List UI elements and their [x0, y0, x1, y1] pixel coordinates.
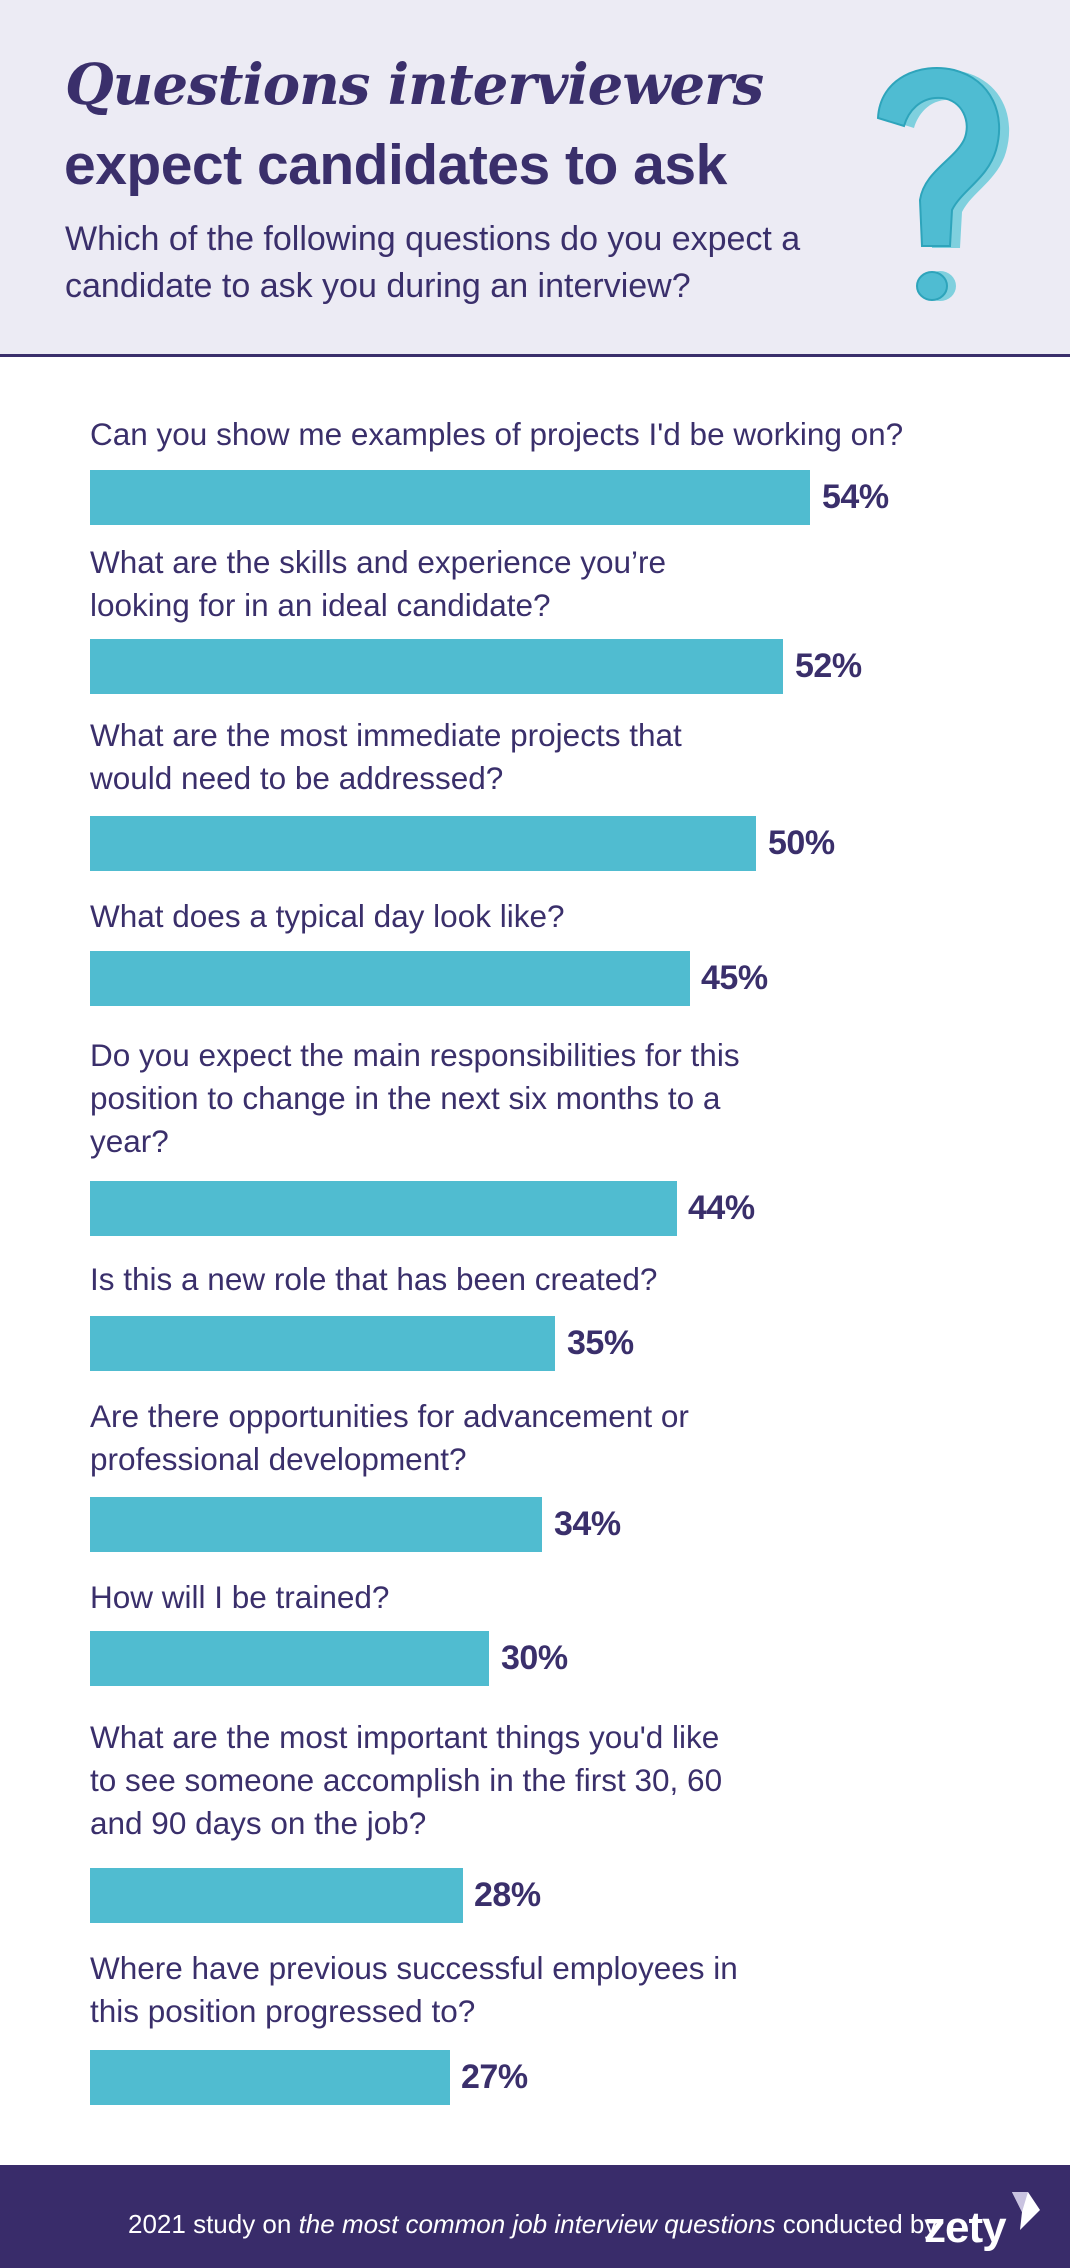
bar: [90, 1497, 542, 1552]
percent-label: 44%: [688, 1189, 755, 1227]
question-label: Is this a new role that has been created…: [90, 1261, 658, 1297]
bar: [90, 1316, 555, 1371]
question-label: Are there opportunities for advancement …: [90, 1398, 689, 1477]
bar: [90, 2050, 450, 2105]
footer-text-end: conducted by: [775, 2209, 938, 2239]
question-label: What are the most important things you'd…: [90, 1719, 723, 1841]
footer-source-text: 2021 study on the most common job interv…: [128, 2209, 937, 2240]
title-line-1: Questions interviewers: [65, 52, 764, 118]
question-label: What does a typical day look like?: [90, 898, 565, 934]
percent-label: 35%: [567, 1324, 634, 1362]
question-mark-icon: [876, 67, 1010, 301]
bar: [90, 816, 756, 871]
question-label: Where have previous successful employees…: [90, 1950, 738, 2029]
footer-text-italic: the most common job interview questions: [298, 2209, 776, 2239]
footer: [0, 2165, 1070, 2268]
logo-arrow-icon: [1011, 2192, 1040, 2230]
header: [0, 0, 1070, 355]
bar: [90, 470, 810, 525]
bar: [90, 1631, 489, 1686]
percent-label: 50%: [768, 824, 835, 862]
logo-wordmark: zety: [924, 2203, 1007, 2252]
question-label: What are the most immediate projects tha…: [90, 717, 682, 796]
question-label: Do you expect the main responsibilities …: [90, 1037, 740, 1159]
percent-label: 45%: [701, 959, 768, 997]
percent-label: 52%: [795, 647, 862, 685]
percent-label: 54%: [822, 478, 889, 516]
bar: [90, 1181, 677, 1236]
percent-label: 28%: [474, 1876, 541, 1914]
percent-label: 34%: [554, 1505, 621, 1543]
bar: [90, 1868, 463, 1923]
question-label: What are the skills and experience you’r…: [90, 544, 667, 623]
title-line-2: expect candidates to ask: [64, 133, 727, 197]
percent-label: 30%: [501, 1639, 568, 1677]
bar: [90, 951, 690, 1006]
header-divider: [0, 354, 1070, 357]
question-label: Can you show me examples of projects I'd…: [90, 416, 904, 452]
question-label: How will I be trained?: [90, 1579, 390, 1615]
zety-logo: zety: [924, 2190, 1042, 2250]
subtitle: Which of the following questions do you …: [65, 220, 801, 305]
footer-text-start: 2021 study on: [128, 2209, 299, 2239]
percent-label: 27%: [461, 2058, 528, 2096]
bar: [90, 639, 783, 694]
